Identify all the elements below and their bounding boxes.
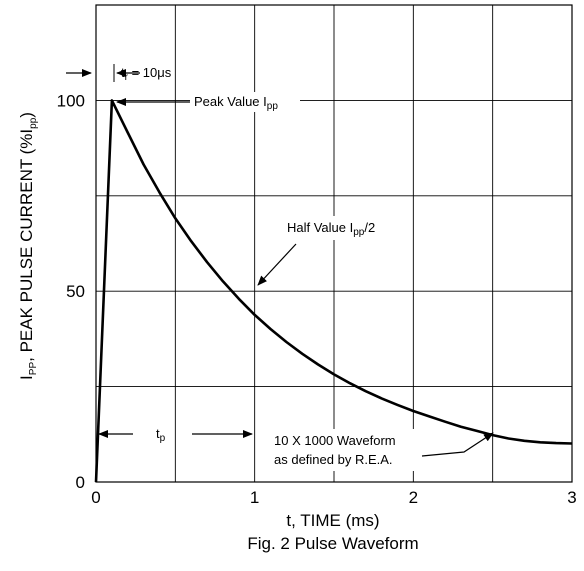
y-tick-label-2: 100: [57, 91, 85, 110]
y-axis-title-main: I: [17, 375, 36, 380]
rise-time-annotation: tr = 10μs: [66, 64, 172, 83]
waveform-arrow: [421, 432, 494, 457]
y-tick-label-1: 50: [66, 282, 85, 301]
x-tick-label-2: 2: [409, 488, 418, 507]
y-axis-title: IPP, PEAK PULSE CURRENT (%Ipp): [17, 112, 39, 380]
x-tick-label-3: 3: [567, 488, 576, 507]
y-tick-label-0: 0: [76, 473, 85, 492]
x-tick-label-1: 1: [250, 488, 259, 507]
waveform-annotation: 10 X 1000 Waveform as defined by R.E.A.: [270, 429, 494, 471]
y-axis-title-rest: , PEAK PULSE CURRENT (%I: [17, 129, 36, 362]
plot-frame: [95, 4, 573, 483]
waveform-label-bg: [270, 429, 418, 471]
y-axis-title-close: ): [17, 112, 36, 118]
chart-caption: Fig. 2 Pulse Waveform: [247, 534, 418, 553]
grid: [96, 5, 572, 482]
x-axis-title: t, TIME (ms): [286, 511, 379, 530]
peak-label-bg: [190, 92, 300, 112]
axis-ticks: 0 1 2 3 0 50 100: [57, 91, 577, 507]
half-value-label: Half Value Ipp/2: [287, 220, 375, 238]
y-axis-title-sub1: PP: [28, 362, 39, 376]
y-axis-title-sub2: pp: [28, 117, 39, 129]
half-value-annotation: Half Value Ipp/2: [257, 216, 397, 286]
half-label-bg: [283, 216, 397, 240]
tp-label: tp: [156, 426, 166, 444]
half-arrow: [257, 243, 297, 286]
pulse-duration-annotation: tp: [98, 426, 253, 444]
rise-time-label: tr = 10μs: [121, 65, 172, 83]
peak-value-annotation: Peak Value Ipp: [116, 92, 300, 112]
x-tick-label-0: 0: [91, 488, 100, 507]
waveform-label-line1: 10 X 1000 Waveform: [274, 433, 396, 448]
peak-value-label: Peak Value Ipp: [194, 94, 278, 112]
waveform-label-line2: as defined by R.E.A.: [274, 452, 393, 467]
